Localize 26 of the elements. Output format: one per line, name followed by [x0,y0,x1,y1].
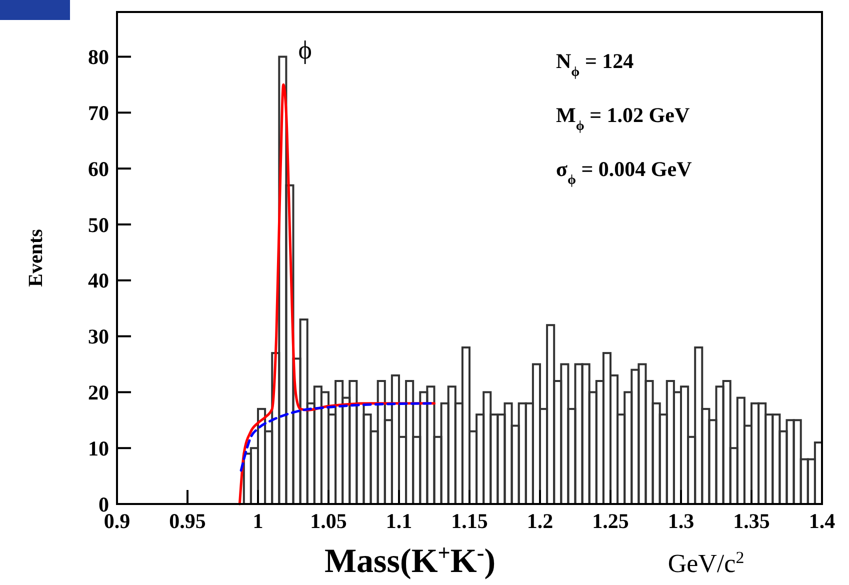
y-tick-label: 50 [88,212,109,237]
x-tick-label: 1.35 [733,509,770,533]
y-tick-label: 20 [88,380,109,405]
y-axis-title: Events [25,228,47,287]
y-tick-label: 40 [88,268,109,293]
x-tick-label: 1.1 [386,509,412,533]
x-tick-label: 1.3 [668,509,694,533]
annotation: σ$_{ϕ}$ = 0.004 GeV [556,157,692,186]
annotation: N$_{ϕ}$ = 124 [556,49,634,78]
x-tick-label: 1.25 [592,509,629,533]
annotation: M$_{ϕ}$ = 1.02 GeV [556,103,690,132]
y-tick-label: 10 [88,436,109,460]
text: GeV/c$^{2}$ [668,548,744,578]
y-tick-label: 60 [88,156,109,181]
x-tick-label: 0.95 [169,509,206,533]
x-tick-label: 1.2 [526,509,554,533]
line-series [238,83,436,506]
annotation: ϕ [298,36,312,65]
y-tick-label: 80 [88,45,109,70]
x-tick-label: 1.4 [808,509,836,533]
x-tick-label: 1.15 [451,509,488,533]
x-tick-label: 1.05 [310,509,347,533]
x-axis-title: Mass(K$^{+}$K$^{-}$) [324,540,496,580]
x-tick-label: 1 [252,509,264,533]
y-tick-label: 70 [88,100,109,125]
y-tick-label: 30 [88,324,109,349]
